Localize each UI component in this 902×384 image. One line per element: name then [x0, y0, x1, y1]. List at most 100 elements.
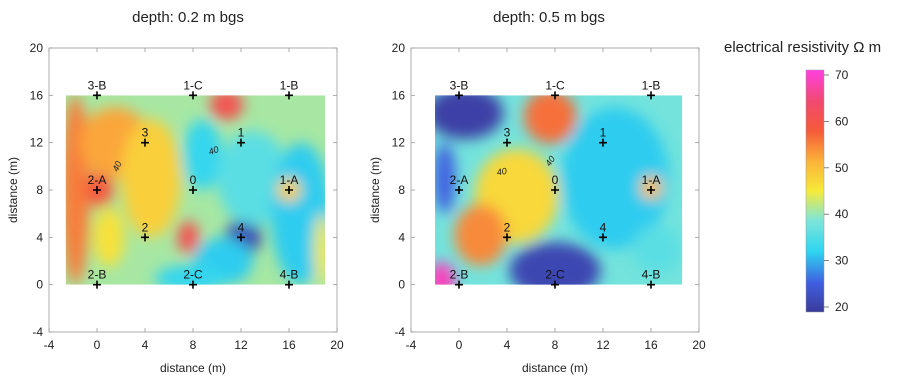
contour-label: 40	[543, 154, 557, 168]
sample-point-marker	[189, 280, 197, 289]
heatmap-cell	[209, 95, 244, 121]
sample-point-marker	[455, 280, 463, 289]
sample-point-label: 3-B	[88, 78, 107, 92]
x-tick-label: 12	[596, 338, 610, 352]
heatmap-cell	[509, 242, 601, 285]
x-tick-label: 20	[692, 338, 706, 352]
x-tick-label: -4	[44, 338, 55, 352]
sample-point-label: 1-A	[280, 173, 299, 187]
x-axis-label: distance (m)	[522, 361, 588, 375]
colorbar: electrical resistivity Ω m 20 30 40 50 60 70	[724, 39, 881, 314]
sample-point-marker	[455, 91, 463, 100]
sample-point-label: 1	[600, 126, 607, 140]
x-axis-label: distance (m)	[160, 361, 226, 375]
sample-point-marker	[93, 280, 101, 289]
heatmap-cell	[454, 204, 507, 266]
sample-point-label: 2-A	[88, 173, 107, 187]
y-tick-label: 4	[398, 230, 405, 244]
x-tick-label: 20	[330, 338, 344, 352]
sample-point-marker	[599, 138, 607, 147]
sample-point-label: 2-A	[450, 173, 469, 187]
y-tick-label: 16	[30, 88, 44, 102]
contour-label: 40	[207, 144, 220, 157]
y-axis-label: distance (m)	[6, 157, 20, 223]
sample-point-label: 1-C	[545, 78, 565, 92]
heatmap-cell	[121, 119, 181, 238]
x-tick-label: 16	[644, 338, 658, 352]
sample-point-label: 3	[504, 126, 511, 140]
sample-point-label: 3	[142, 126, 149, 140]
colorbar-tick-label: 40	[835, 207, 849, 221]
sample-point-label: 1-C	[183, 78, 203, 92]
sample-point-marker	[647, 186, 655, 194]
sample-point-label: 4	[238, 220, 245, 234]
sample-point-label: 4-B	[280, 268, 299, 282]
heatmap-cell	[217, 130, 289, 226]
colorbar-gradient	[805, 69, 825, 313]
heatmap-cell	[154, 264, 227, 285]
heatmap-cell	[271, 142, 326, 285]
x-tick-label: 16	[282, 338, 296, 352]
sample-point-label: 2-B	[88, 268, 107, 282]
sample-point-marker	[503, 138, 511, 147]
y-tick-label: 12	[392, 136, 406, 150]
sample-point-marker	[599, 233, 607, 242]
chart-title: depth: 0.5 m bgs	[493, 9, 605, 26]
sample-point-label: 1-A	[642, 173, 661, 187]
sample-point-label: 2	[504, 220, 511, 234]
x-tick-label: 0	[94, 338, 101, 352]
sample-point-marker	[551, 186, 559, 194]
sample-point-label: 4-B	[642, 268, 661, 282]
sample-point-label: 0	[552, 173, 559, 187]
colorbar-title: electrical resistivity Ω m	[724, 39, 881, 56]
sample-point-marker	[647, 280, 655, 289]
x-tick-label: 8	[552, 338, 559, 352]
heatmap-cell	[93, 207, 125, 267]
sample-point-marker	[189, 91, 197, 100]
sample-point-marker	[141, 138, 149, 147]
sample-point-marker	[141, 233, 149, 242]
heatmap-cell	[523, 95, 577, 144]
x-tick-label: 4	[504, 338, 511, 352]
x-tick-label: 8	[190, 338, 197, 352]
sample-point-marker	[503, 233, 511, 242]
heatmap	[65, 95, 326, 285]
y-tick-label: 0	[398, 278, 405, 292]
heatmap-cell	[435, 95, 504, 140]
x-tick-label: -4	[406, 338, 417, 352]
sample-point-label: 3-B	[450, 78, 469, 92]
colorbar-tick-label: 20	[835, 300, 849, 314]
y-axis-label: distance (m)	[368, 157, 382, 223]
sample-point-marker	[237, 138, 245, 147]
sample-point-label: 1	[238, 126, 245, 140]
sample-point-label: 2-C	[183, 268, 203, 282]
heatmap-cell	[314, 213, 326, 285]
sample-point-label: 2	[142, 220, 149, 234]
y-tick-label: -4	[394, 325, 405, 339]
y-tick-label: 4	[36, 230, 43, 244]
sample-point-marker	[551, 280, 559, 289]
x-tick-label: 12	[234, 338, 248, 352]
sample-point-marker	[237, 233, 245, 242]
y-tick-label: 8	[398, 183, 405, 197]
heatmap-cell	[633, 225, 681, 273]
sample-point-marker	[93, 186, 101, 194]
sample-point-marker	[93, 91, 101, 100]
y-tick-label: 8	[36, 183, 43, 197]
sample-point-label: 2-B	[450, 268, 469, 282]
y-tick-label: 20	[392, 41, 406, 55]
colorbar-tick-label: 70	[835, 68, 849, 82]
sample-point-marker	[647, 91, 655, 100]
sample-point-marker	[285, 91, 293, 100]
sample-point-label: 4	[600, 220, 607, 234]
sample-point-marker	[285, 280, 293, 289]
heatmap-cell	[435, 142, 456, 214]
colorbar-tick-label: 50	[835, 161, 849, 175]
sample-point-label: 0	[190, 173, 197, 187]
colorbar-tick-label: 30	[835, 254, 849, 268]
y-tick-label: 16	[392, 88, 406, 102]
sample-point-label: 1-B	[642, 78, 661, 92]
heatmap-cell	[177, 220, 199, 254]
